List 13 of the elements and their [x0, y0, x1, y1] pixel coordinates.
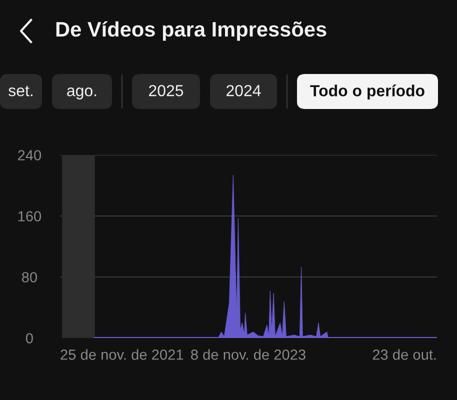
text: ago.: [67, 88, 96, 100]
x-tick-label: 8 de nov. de 2023: [191, 349, 306, 360]
text: Todo o período: [310, 84, 424, 100]
x-tick-label: 23 de out.: [372, 349, 436, 360]
y-tick-label: 0: [26, 333, 33, 344]
y-tick-label: 240: [18, 150, 42, 160]
y-tick-label: 80: [22, 272, 37, 282]
text: set.: [8, 86, 32, 96]
text: 2024: [226, 84, 261, 96]
y-tick-label: 160: [18, 211, 42, 222]
chart-title: De Vídeos para Impressões: [56, 21, 326, 41]
x-tick-label: 25 de nov. de 2021: [60, 349, 184, 360]
text: 2025: [149, 84, 184, 96]
